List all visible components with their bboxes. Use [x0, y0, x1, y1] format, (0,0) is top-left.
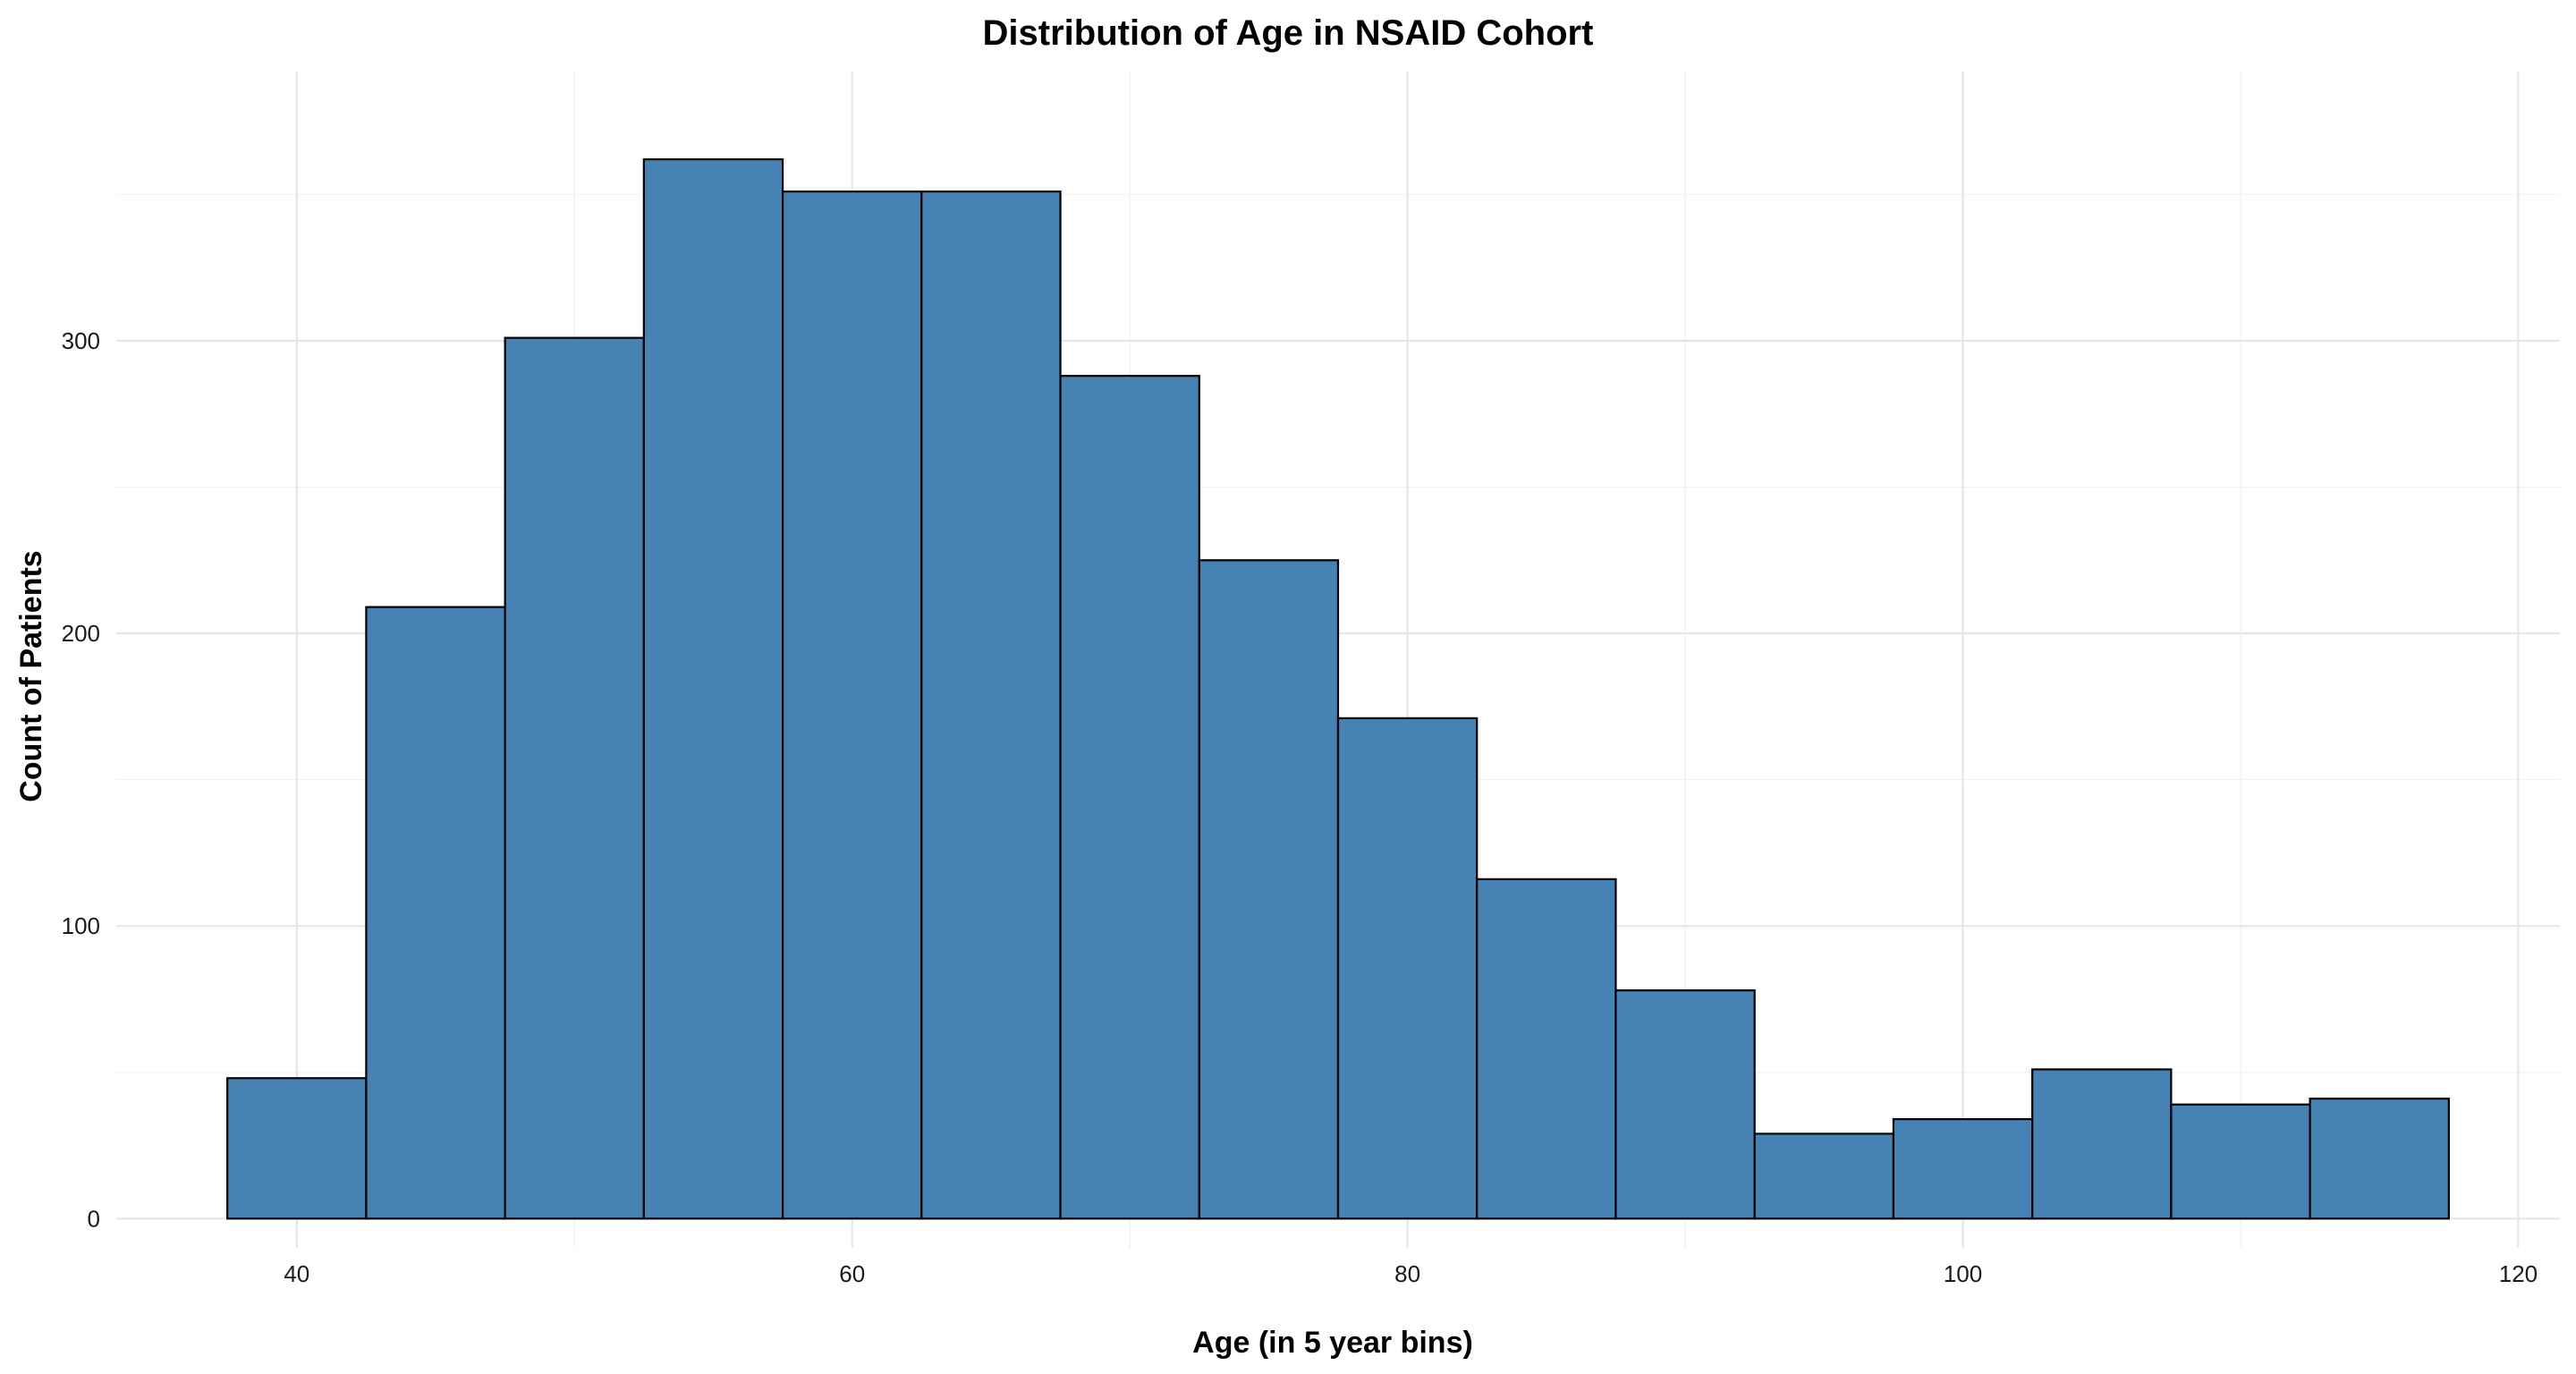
histogram-bar	[365, 606, 506, 1220]
histogram-bar	[920, 191, 1062, 1220]
x-axis-tick-labels: 40 60 80 100 120	[284, 1260, 2538, 1287]
histogram-bar	[1336, 717, 1479, 1220]
histogram-bar	[642, 158, 784, 1220]
histogram-bar	[1892, 1117, 2034, 1220]
histogram-bar	[1059, 375, 1200, 1220]
y-tick-label: 200	[62, 620, 100, 647]
x-tick-label: 120	[2499, 1260, 2538, 1287]
y-tick-label: 300	[62, 327, 100, 354]
histogram-bar	[1753, 1132, 1895, 1220]
histogram-bar	[2309, 1098, 2450, 1220]
histogram-bar	[1614, 989, 1756, 1220]
x-tick-label: 60	[839, 1260, 865, 1287]
y-axis-title: Count of Patients	[14, 550, 48, 802]
x-tick-label: 40	[284, 1260, 309, 1287]
histogram-bar	[504, 336, 645, 1220]
x-tick-label: 80	[1394, 1260, 1420, 1287]
histogram-bar	[1198, 559, 1340, 1220]
histogram-bar	[1476, 878, 1617, 1220]
chart-title: Distribution of Age in NSAID Cohort	[983, 13, 1594, 53]
x-tick-label: 100	[1944, 1260, 1982, 1287]
histogram-bar	[2031, 1068, 2173, 1220]
histogram-bars	[226, 158, 2450, 1220]
histogram-bar	[781, 191, 923, 1220]
histogram-bar	[226, 1077, 368, 1220]
y-tick-label: 100	[62, 912, 100, 939]
y-axis-tick-labels: 0 100 200 300	[62, 327, 100, 1232]
x-axis-title: Age (in 5 year bins)	[1192, 1326, 1473, 1360]
y-tick-label: 0	[88, 1205, 100, 1232]
histogram-bar	[2170, 1103, 2311, 1220]
